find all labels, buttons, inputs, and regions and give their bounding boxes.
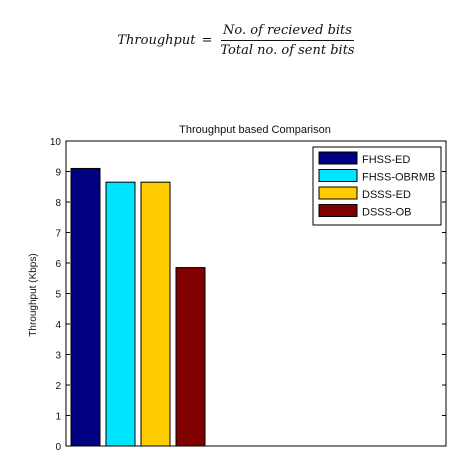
y-tick-label: 4 [55, 320, 61, 331]
formula-lhs: Throughput [117, 32, 196, 48]
legend-swatch [318, 204, 358, 217]
legend-label: DSSS-OB [362, 207, 412, 219]
y-tick-label: 6 [55, 259, 61, 270]
y-tick-label: 3 [55, 351, 61, 362]
formula-equals: = [201, 32, 213, 48]
legend-swatch [318, 186, 358, 200]
y-tick-label: 10 [50, 137, 62, 148]
y-tick-label: 1 [55, 412, 61, 423]
formula-numerator: No. of recieved bits [221, 23, 354, 41]
chart-title: Throughput based Comparison [179, 124, 331, 136]
formula-denominator: Total no. of sent bits [220, 42, 355, 58]
bar-fhss-ed [70, 167, 101, 447]
y-tick-label: 7 [55, 229, 61, 240]
legend-label: DSSS-ED [362, 189, 411, 201]
y-tick-label: 8 [55, 198, 61, 209]
y-tick-label: 9 [55, 168, 61, 179]
legend-swatch [318, 151, 358, 165]
y-axis-label: Throughput (Kbps) [28, 253, 39, 336]
legend-swatch [318, 169, 358, 182]
formula-fraction: No. of recieved bits Total no. of sent b… [218, 23, 356, 58]
legend-label: FHSS-OBRMB [362, 172, 435, 184]
bar-dsss-ob [175, 267, 206, 447]
throughput-formula: Throughput = No. of recieved bits Total … [0, 14, 474, 66]
legend-label: FHSS-ED [362, 154, 410, 166]
y-tick-label: 2 [55, 381, 61, 392]
y-tick-label: 0 [55, 442, 61, 453]
bar-dsss-ed [140, 181, 171, 447]
y-tick-label: 5 [55, 290, 61, 301]
bar-fhss-obrmb [105, 181, 136, 447]
